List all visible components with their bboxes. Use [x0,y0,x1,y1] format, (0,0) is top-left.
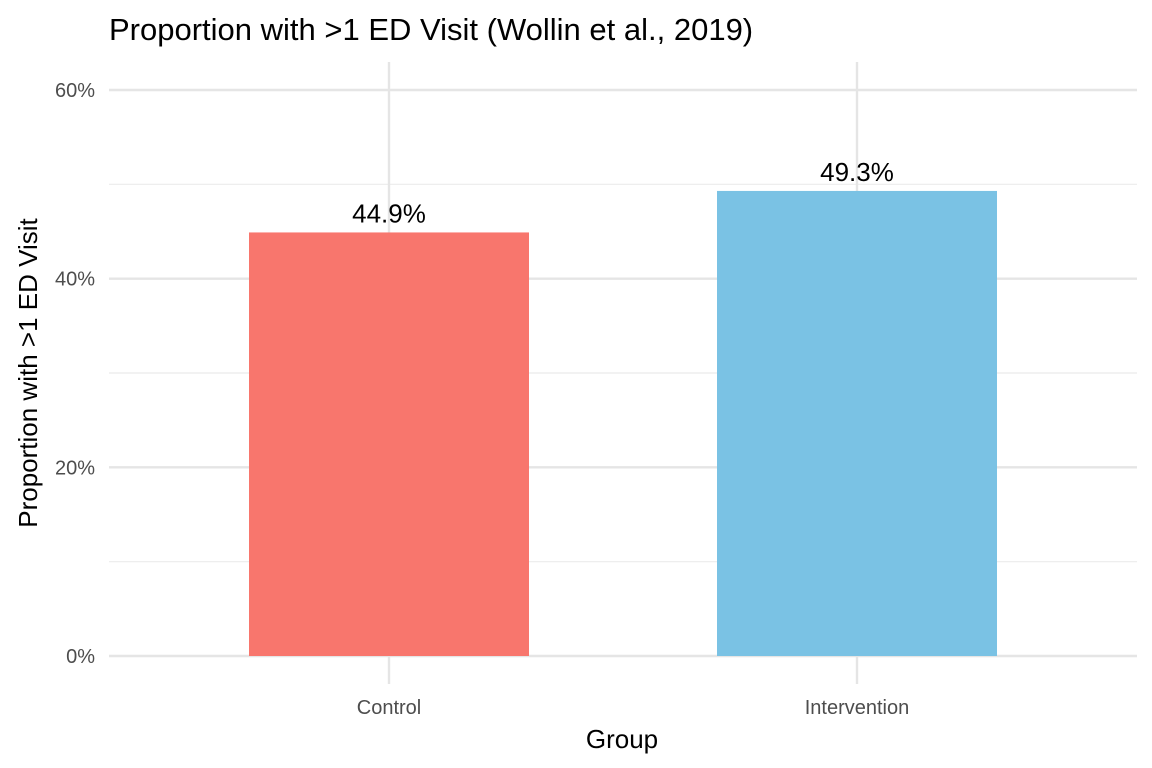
chart-title: Proportion with >1 ED Visit (Wollin et a… [109,12,753,47]
data-label-intervention: 49.3% [820,157,894,187]
y-axis-title: Proportion with >1 ED Visit [13,217,43,527]
bars [249,190,997,657]
data-label-control: 44.9% [352,198,426,228]
y-axis-ticks: 0% 20% 40% 60% [55,80,95,668]
y-tick-label: 0% [66,646,95,668]
y-tick-label: 40% [55,269,95,291]
x-tick-label: Intervention [805,697,910,719]
bar-control [249,232,529,656]
x-axis-ticks: Control Intervention [357,697,910,719]
data-labels: 44.9% 49.3% [352,157,894,229]
x-axis-title: Group [586,724,658,754]
x-tick-label: Control [357,697,421,719]
y-tick-label: 60% [55,80,95,102]
y-tick-label: 20% [55,457,95,479]
bar-intervention [717,190,997,657]
